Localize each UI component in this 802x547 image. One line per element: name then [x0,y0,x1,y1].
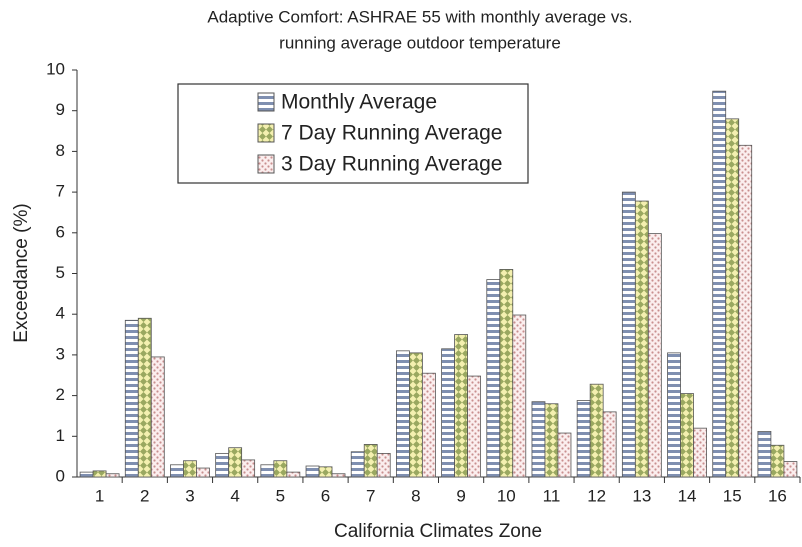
y-axis-label: Exceedance (%) [11,203,32,342]
bar [363,444,378,478]
bar [757,431,772,478]
bar [602,411,617,478]
bar [150,356,165,478]
bar [647,233,662,478]
bar [318,466,333,478]
legend-label: Monthly Average [281,91,437,114]
y-tick-label: 10 [46,59,65,78]
bar [557,432,572,478]
bar [260,464,275,478]
x-tick-label: 15 [723,486,742,505]
y-tick-label: 8 [56,141,65,160]
bar [783,461,798,478]
x-tick-label: 16 [768,486,787,505]
bar [105,473,120,478]
bar [350,451,365,478]
bar [589,383,604,478]
x-tick-label: 7 [366,486,375,505]
bar [634,200,649,478]
y-tick-label: 7 [56,182,65,201]
bar [680,393,694,478]
bar [738,144,753,478]
bar [170,464,184,478]
bar [92,470,107,478]
bar [305,465,320,478]
x-tick-label: 12 [587,486,606,505]
bar [215,452,230,478]
y-tick-label: 4 [56,304,65,323]
bar [396,350,410,478]
x-tick-label: 6 [321,486,330,505]
bar [79,471,94,478]
chart-title: running average outdoor temperature [279,33,561,52]
bar [531,401,546,478]
x-tick-label: 4 [230,486,239,505]
y-tick-label: 3 [56,344,65,363]
bar [124,319,139,478]
bar [499,269,514,478]
bar [467,375,481,478]
bar [241,459,256,478]
legend-label: 3 Day Running Average [281,153,502,176]
legend-swatch [257,92,275,112]
chart-title: Adaptive Comfort: ASHRAE 55 with monthly… [207,7,632,26]
bar [621,191,636,478]
x-tick-label: 14 [678,486,697,505]
x-tick-label: 13 [632,486,651,505]
legend-swatch [257,154,275,174]
bar [576,400,591,478]
bar [454,334,468,478]
x-tick-label: 1 [95,486,104,505]
bar [712,90,727,478]
bar [693,427,707,478]
bar [196,467,210,478]
x-tick-label: 2 [140,486,149,505]
bar [376,452,391,478]
x-axis-label: California Climates Zone [334,521,542,542]
bar [770,444,785,478]
legend-box [177,83,529,184]
bar [331,473,346,478]
bar [544,403,559,478]
bar [486,279,501,478]
bar [183,460,197,478]
x-tick-label: 3 [185,486,194,505]
x-tick-label: 5 [276,486,285,505]
y-tick-label: 2 [56,385,65,404]
x-tick-label: 11 [543,486,561,505]
y-tick-label: 9 [56,100,65,119]
bar [137,317,152,478]
bar [273,460,288,478]
bar [422,372,436,478]
bar [667,352,681,478]
x-tick-label: 9 [456,486,465,505]
y-tick-label: 0 [56,466,65,485]
bar [725,118,740,478]
bar [228,447,243,478]
x-tick-label: 8 [411,486,420,505]
legend-label: 7 Day Running Average [281,122,502,145]
bar [441,348,455,478]
y-tick-label: 5 [56,263,65,282]
legend-swatch [257,123,275,143]
bar [409,352,423,478]
bar [512,314,527,478]
x-tick-label: 10 [497,486,516,505]
bar [286,471,301,478]
y-tick-label: 1 [56,426,65,445]
y-tick-label: 6 [56,222,65,241]
